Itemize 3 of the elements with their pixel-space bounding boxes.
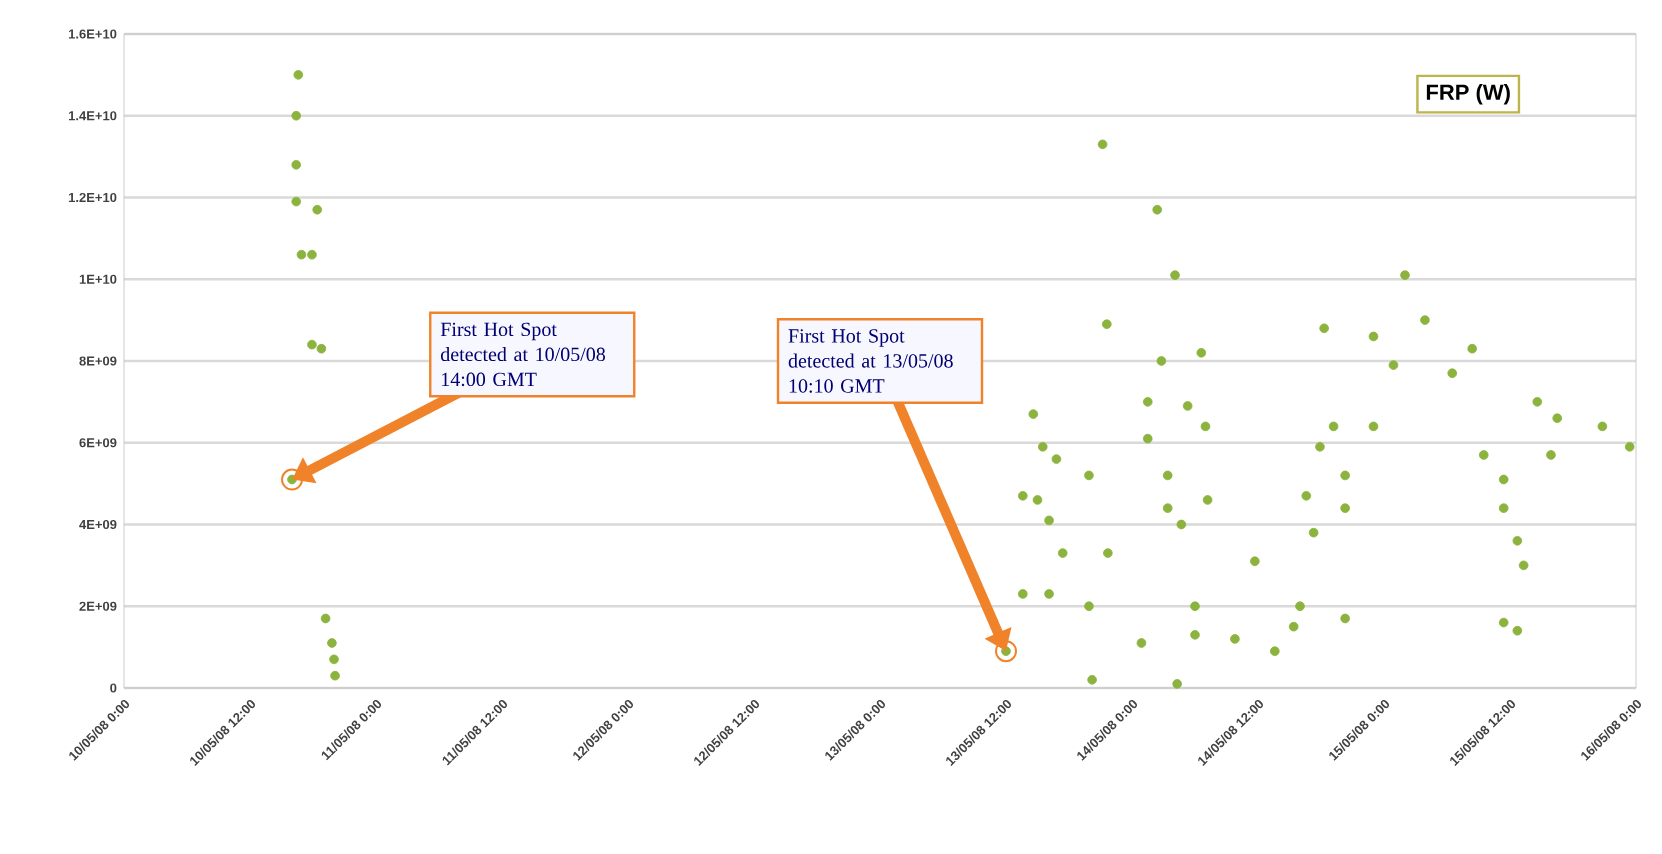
annotation: First Hot Spot detected at 13/05/08 10:10 GMT [788,329,953,393]
annotation: First Hot Spot detected at 10/05/08 14:00 GMT [440,322,606,387]
text: FRP (W) [1426,83,1510,105]
